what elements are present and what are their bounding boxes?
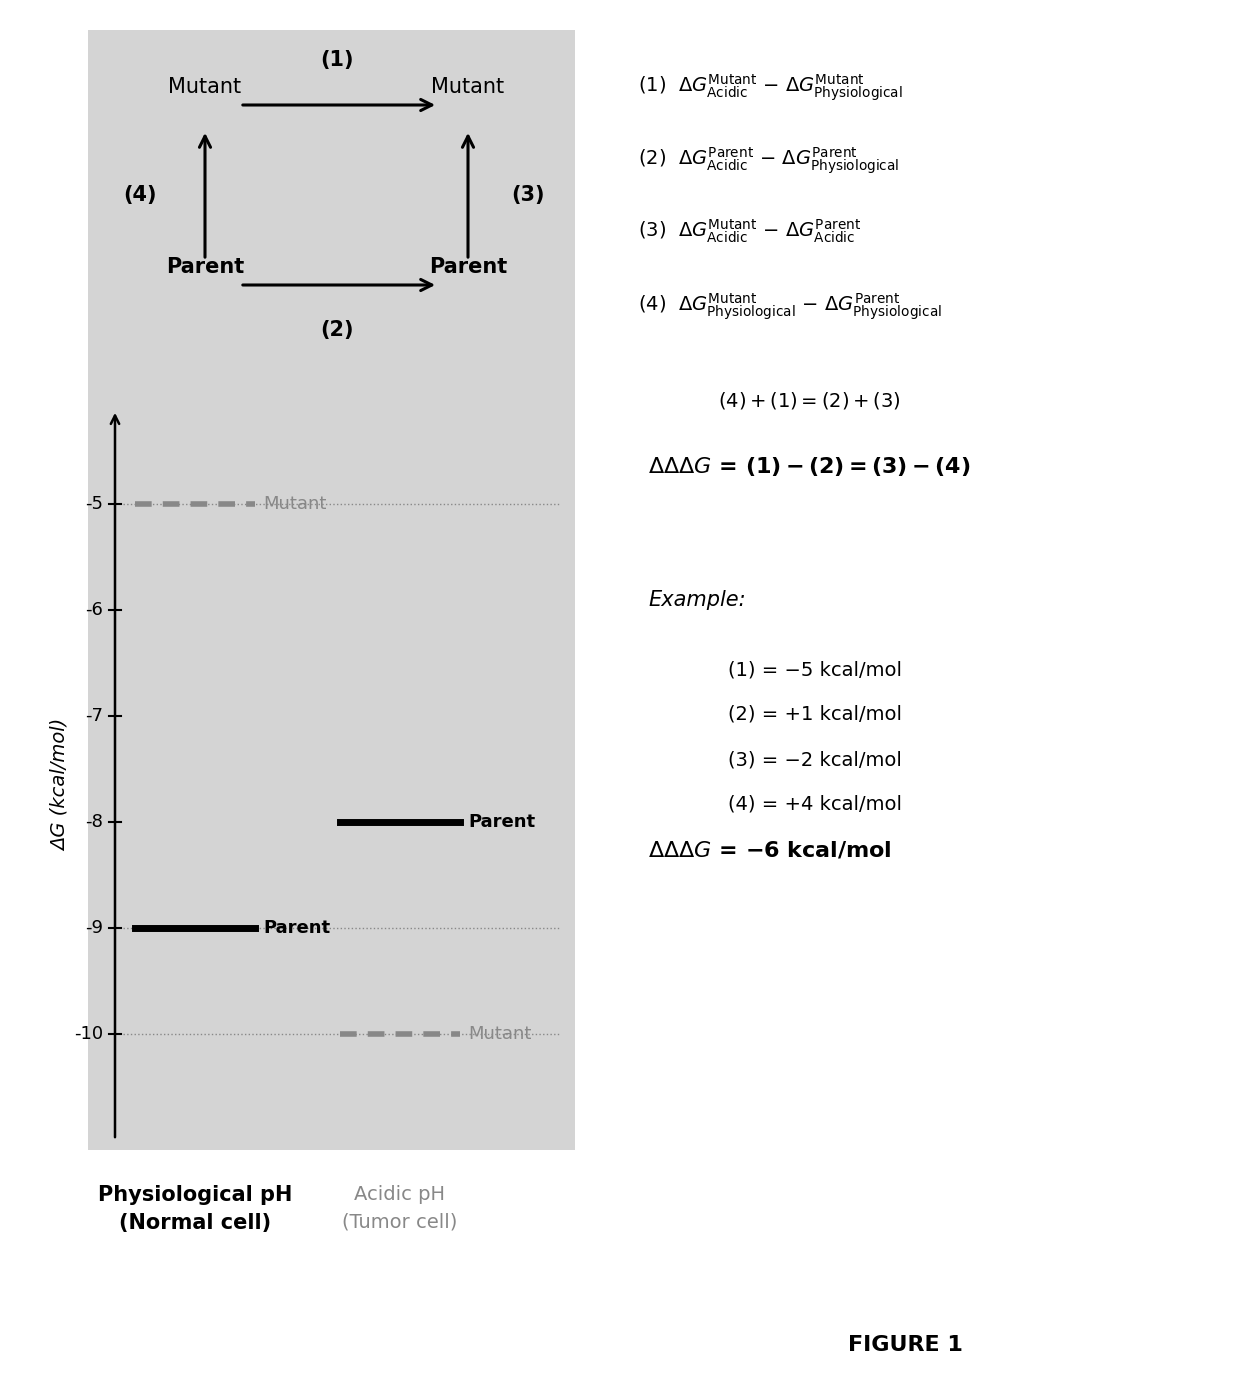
Text: -10: -10: [74, 1025, 103, 1043]
Text: (1): (1): [320, 50, 353, 71]
Bar: [88, 30, 575, 1151]
Text: (3)  $\Delta G_{\mathregular{Acidic}}^{\mathregular{Mutant}}$ $-$ $\Delta G_{\ma: (3) $\Delta G_{\mathregular{Acidic}}^{\m…: [639, 219, 862, 245]
Text: Parent: Parent: [166, 257, 244, 277]
Text: $\Delta\Delta\Delta G$ = $\mathbf{(1) - (2) = (3) - (4)}$: $\Delta\Delta\Delta G$ = $\mathbf{(1) - …: [649, 455, 971, 479]
Text: (3): (3): [511, 185, 544, 205]
Text: -6: -6: [86, 602, 103, 620]
Text: (2) = +1 kcal/mol: (2) = +1 kcal/mol: [728, 705, 901, 723]
Text: FIGURE 1: FIGURE 1: [848, 1335, 962, 1355]
Text: Parent: Parent: [467, 813, 536, 831]
Text: Acidic pH: Acidic pH: [355, 1185, 445, 1205]
Text: Mutant: Mutant: [169, 77, 242, 97]
Text: $\Delta\Delta\Delta G$ = $\mathbf{-6\ \mathregular{kcal/mol}}$: $\Delta\Delta\Delta G$ = $\mathbf{-6\ \m…: [649, 839, 892, 862]
Text: (Normal cell): (Normal cell): [119, 1213, 272, 1234]
Text: (2)  $\Delta G_{\mathregular{Acidic}}^{\mathregular{Parent}}$ $-$ $\Delta G_{\ma: (2) $\Delta G_{\mathregular{Acidic}}^{\m…: [639, 145, 899, 176]
Text: -7: -7: [86, 707, 103, 725]
Text: (1) = −5 kcal/mol: (1) = −5 kcal/mol: [728, 660, 901, 679]
Text: Mutant: Mutant: [467, 1025, 532, 1043]
Text: ΔG (kcal/mol): ΔG (kcal/mol): [51, 719, 69, 851]
Text: -9: -9: [86, 920, 103, 938]
Text: Parent: Parent: [263, 920, 330, 938]
Text: (2): (2): [320, 319, 353, 340]
Text: Mutant: Mutant: [263, 495, 326, 513]
Text: Parent: Parent: [429, 257, 507, 277]
Text: Example:: Example:: [649, 591, 745, 610]
Text: (1)  $\Delta G_{\mathregular{Acidic}}^{\mathregular{Mutant}}$ $-$ $\Delta G_{\ma: (1) $\Delta G_{\mathregular{Acidic}}^{\m…: [639, 72, 903, 102]
Text: (Tumor cell): (Tumor cell): [342, 1213, 458, 1232]
Text: Mutant: Mutant: [432, 77, 505, 97]
Text: (4): (4): [123, 185, 156, 205]
Text: (4)  $\Delta G_{\mathregular{Physiological}}^{\mathregular{Mutant}}$ $-$ $\Delta: (4) $\Delta G_{\mathregular{Physiologica…: [639, 290, 942, 322]
Text: (4) = +4 kcal/mol: (4) = +4 kcal/mol: [728, 795, 901, 815]
Text: Physiological pH: Physiological pH: [98, 1185, 293, 1205]
Text: $(4) + (1) = (2) + (3)$: $(4) + (1) = (2) + (3)$: [718, 390, 900, 411]
Text: -8: -8: [86, 813, 103, 831]
Text: (3) = −2 kcal/mol: (3) = −2 kcal/mol: [728, 750, 901, 769]
Text: -5: -5: [86, 495, 103, 513]
